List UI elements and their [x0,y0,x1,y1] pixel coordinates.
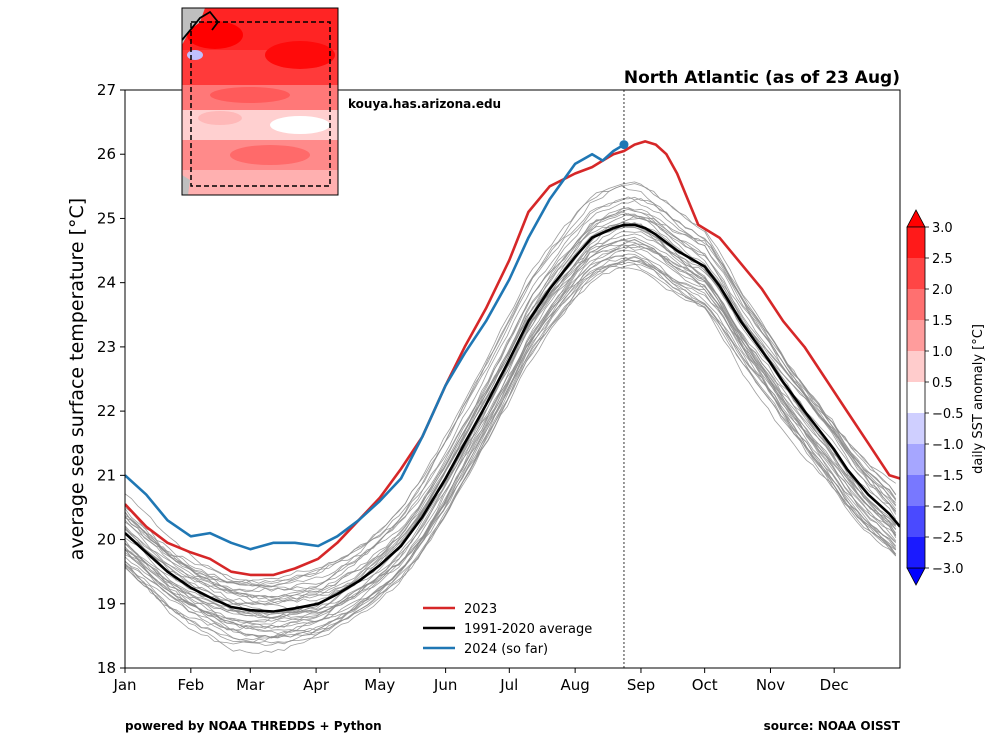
year-line [125,222,897,618]
year-line [125,222,897,614]
year-line [125,222,897,614]
colorbar-segment [907,506,925,537]
year-line [125,253,897,625]
colorbar-segment [907,258,925,289]
year-line [125,238,897,606]
footer-credit: powered by NOAA THREDDS + Python [125,719,382,733]
year-line [125,259,897,646]
y-tick-label: 19 [97,595,116,613]
background-year-lines [125,181,897,654]
year-line [125,213,897,584]
legend-label: 2023 [464,602,497,617]
colorbar-segment [907,351,925,382]
plot-area: 18 19 20 21 22 23 24 25 26 27 Jan Feb Mar Apr May Jun J… [97,81,901,694]
colorbar-tick-label: −2.5 [932,531,964,546]
y-axis-label: average sea surface temperature [°C] [66,198,88,560]
year-line [125,246,897,638]
y-tick-label: 22 [97,402,116,420]
y-tick-label: 24 [97,274,116,292]
x-tick-label: Nov [756,676,785,694]
year-line [125,241,897,626]
year-line [125,256,897,619]
x-tick-label: May [364,676,395,694]
y-tick-label: 26 [97,145,116,163]
inset-frame [181,7,339,196]
series-line-2024-so-far- [125,143,625,551]
year-line [125,208,897,605]
y-tick-label: 18 [97,659,116,677]
year-line [125,200,897,599]
legend-label: 1991-2020 average [464,622,592,637]
y-tick-label: 20 [97,531,116,549]
plot-frame [124,89,901,669]
chart-title: North Atlantic (as of 23 Aug) [624,68,900,88]
year-line [125,211,897,618]
colorbar-segment [907,382,925,413]
region-box [190,21,331,187]
y-tick-label: 27 [97,81,116,99]
year-line [125,245,897,614]
colorbar-segment [907,475,925,506]
colorbar-extend-bottom [906,567,926,586]
footer-source: source: NOAA OISST [764,719,901,733]
year-line [125,196,897,585]
colorbar-tick-label: 1.5 [932,314,953,329]
series-line-1991-2020-average [125,223,900,613]
y-tick-label: 23 [97,338,116,356]
colorbar-label: daily SST anomaly [°C] [971,324,986,474]
colorbar-tick-label: −1.5 [932,469,964,484]
x-tick-label: Oct [692,676,718,694]
colorbar-tick-label: −0.5 [932,407,964,422]
colorbar-tick-label: 1.0 [932,345,953,360]
year-line [125,207,897,603]
year-line [125,224,897,622]
legend: 2023 1991-2020 average 2024 (so far) [423,602,592,657]
colorbar-tick-label: −3.0 [932,562,964,577]
colorbar-tick-label: −2.0 [932,500,964,515]
x-tick-label: Aug [560,676,589,694]
year-line [125,244,897,641]
year-line [125,259,897,639]
watermark-text: kouya.has.arizona.edu [348,97,501,111]
x-tick-label: Dec [820,676,849,694]
year-line [125,226,897,615]
colorbar-segment [907,320,925,351]
y-tick-label: 21 [97,466,116,484]
year-line [125,233,897,629]
x-tick-label: Feb [178,676,205,694]
colorbar-frame [906,226,926,569]
colorbar-tick-label: −1.0 [932,438,964,453]
current-value-point [619,140,629,150]
year-line [125,196,897,587]
x-tick-label: Jun [433,676,457,694]
series-line-2023 [125,140,900,577]
colorbar-segment [907,413,925,444]
colorbar-tick-label: 0.5 [932,376,953,391]
colorbar-segment [907,227,925,258]
colorbar-extend-top [906,209,926,228]
year-line [125,183,897,593]
colorbar-segment [907,537,925,568]
colorbar-segment [907,444,925,475]
legend-label: 2024 (so far) [464,642,548,657]
colorbar-tick-label: 2.5 [932,252,953,267]
colorbar-tick-label: 2.0 [932,283,953,298]
year-line [125,255,897,654]
colorbar: 3.0 2.5 2.0 1.5 1.0 0.5 −0.5 −1.0 −1.5 −2.0 −2.5 −3… [906,209,964,586]
year-line [125,259,897,635]
x-tick-label: Sep [627,676,655,694]
colorbar-segment [907,289,925,320]
year-line [125,236,897,632]
colorbar-tick-label: 3.0 [932,221,953,236]
y-tick-label: 25 [97,209,116,227]
x-tick-label: Mar [236,676,265,694]
inset-anomaly-map [181,7,339,196]
x-tick-label: Jul [499,676,518,694]
x-tick-label: Jan [112,676,136,694]
x-tick-label: Apr [303,676,330,694]
